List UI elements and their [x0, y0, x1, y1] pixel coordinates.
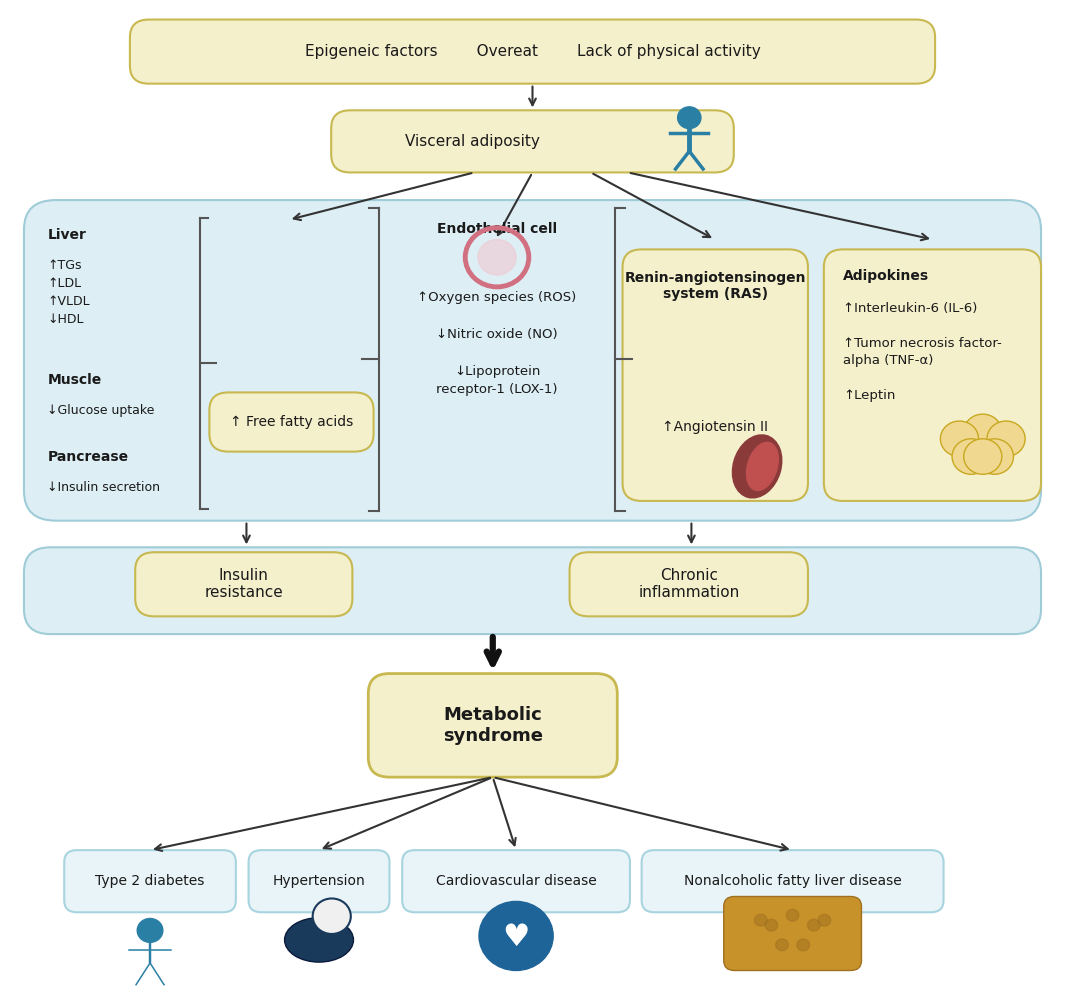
Text: ↑TGs
↑LDL
↑VLDL
↓HDL: ↑TGs ↑LDL ↑VLDL ↓HDL [47, 259, 89, 326]
Text: Pancrease: Pancrease [47, 449, 129, 463]
Circle shape [940, 421, 979, 456]
Text: Hypertension: Hypertension [273, 874, 365, 888]
Text: ↑Interleukin-6 (IL-6)

↑Tumor necrosis factor-
alpha (TNF-α)

↑Leptin: ↑Interleukin-6 (IL-6) ↑Tumor necrosis fa… [842, 302, 1002, 402]
Text: Adipokines: Adipokines [842, 269, 929, 283]
Text: ↑ Free fatty acids: ↑ Free fatty acids [230, 415, 354, 429]
Text: Visceral adiposity: Visceral adiposity [406, 134, 540, 149]
Text: ↓Insulin secretion: ↓Insulin secretion [47, 481, 160, 494]
Ellipse shape [733, 434, 782, 498]
Text: Metabolic
syndrome: Metabolic syndrome [443, 706, 543, 745]
FancyBboxPatch shape [641, 850, 944, 913]
FancyBboxPatch shape [64, 850, 235, 913]
FancyBboxPatch shape [824, 249, 1041, 501]
Circle shape [952, 438, 990, 474]
Circle shape [479, 902, 553, 970]
Circle shape [987, 421, 1026, 456]
Circle shape [797, 938, 809, 950]
Circle shape [137, 919, 163, 942]
FancyBboxPatch shape [24, 548, 1041, 634]
Text: Insulin
resistance: Insulin resistance [204, 568, 283, 600]
Ellipse shape [284, 918, 354, 962]
Text: Epigeneic factors        Overeat        Lack of physical activity: Epigeneic factors Overeat Lack of physic… [305, 44, 760, 60]
FancyBboxPatch shape [368, 674, 618, 777]
Circle shape [976, 438, 1014, 474]
Circle shape [478, 239, 517, 275]
FancyBboxPatch shape [724, 897, 862, 970]
FancyBboxPatch shape [248, 850, 390, 913]
Ellipse shape [747, 442, 779, 490]
Circle shape [313, 899, 350, 934]
Text: ↑Oxygen species (ROS)

↓Nitric oxide (NO)

↓Lipoprotein
receptor-1 (LOX-1): ↑Oxygen species (ROS) ↓Nitric oxide (NO)… [417, 291, 576, 397]
Text: Liver: Liver [47, 228, 86, 242]
Text: Cardiovascular disease: Cardiovascular disease [436, 874, 596, 888]
FancyBboxPatch shape [570, 553, 808, 616]
Circle shape [765, 920, 777, 931]
Circle shape [807, 920, 820, 931]
Text: ↑Angiotensin II: ↑Angiotensin II [662, 420, 768, 434]
Text: ♥: ♥ [503, 924, 529, 952]
Text: Nonalcoholic fatty liver disease: Nonalcoholic fatty liver disease [684, 874, 901, 888]
Circle shape [964, 414, 1002, 449]
Circle shape [677, 107, 701, 129]
Circle shape [775, 938, 788, 950]
Circle shape [964, 438, 1002, 474]
Circle shape [754, 915, 767, 927]
FancyBboxPatch shape [331, 110, 734, 173]
Circle shape [786, 910, 799, 922]
Text: Chronic
inflammation: Chronic inflammation [638, 568, 739, 600]
Text: ↓Glucose uptake: ↓Glucose uptake [47, 405, 154, 418]
Text: Muscle: Muscle [47, 373, 101, 387]
FancyBboxPatch shape [130, 20, 935, 83]
FancyBboxPatch shape [210, 393, 374, 451]
FancyBboxPatch shape [135, 553, 353, 616]
Text: Renin-angiotensinogen
system (RAS): Renin-angiotensinogen system (RAS) [624, 271, 806, 302]
FancyBboxPatch shape [403, 850, 630, 913]
FancyBboxPatch shape [623, 249, 808, 501]
Circle shape [818, 915, 831, 927]
Text: Type 2 diabetes: Type 2 diabetes [96, 874, 204, 888]
Text: Endothelial cell: Endothelial cell [437, 222, 557, 236]
FancyBboxPatch shape [24, 200, 1041, 521]
